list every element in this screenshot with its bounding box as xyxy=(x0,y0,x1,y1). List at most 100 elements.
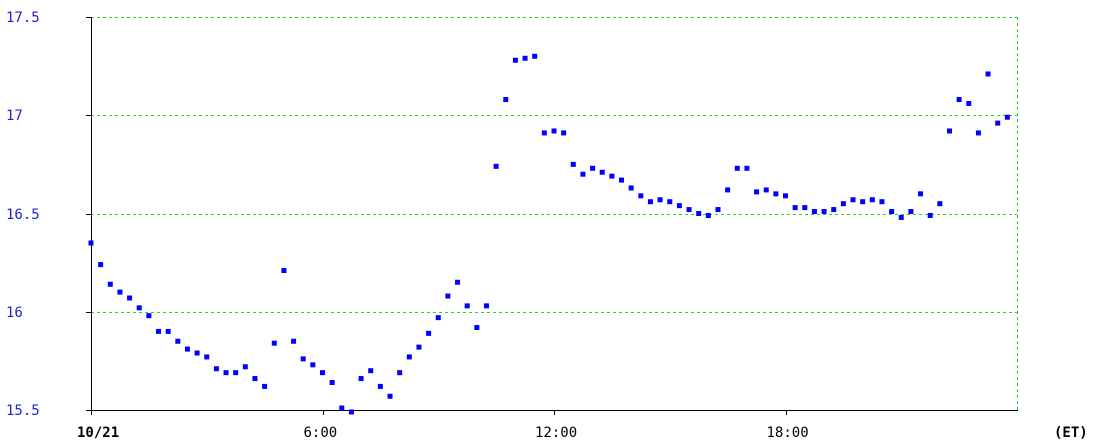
data-point xyxy=(426,330,432,336)
data-point xyxy=(474,324,480,330)
data-point xyxy=(561,130,567,136)
data-point xyxy=(869,197,875,203)
data-point xyxy=(368,368,374,374)
data-point xyxy=(570,161,576,167)
data-point xyxy=(271,340,277,346)
y-tick-label: 15.5 xyxy=(6,403,40,419)
data-point xyxy=(831,207,837,213)
data-point xyxy=(329,379,335,385)
data-point xyxy=(175,338,181,344)
data-point xyxy=(946,128,952,134)
data-point xyxy=(348,409,354,415)
data-point xyxy=(821,209,827,215)
data-point xyxy=(522,55,528,61)
y-tick-label: 16 xyxy=(6,305,23,321)
data-point xyxy=(204,354,210,360)
data-point xyxy=(320,370,325,376)
data-point xyxy=(908,209,914,215)
data-point xyxy=(127,295,133,301)
data-point xyxy=(860,199,866,205)
data-point xyxy=(416,344,422,350)
x-tick-label: 18:00 xyxy=(767,425,809,441)
data-point xyxy=(638,193,644,199)
data-point xyxy=(879,199,885,205)
data-point xyxy=(532,53,538,59)
data-point xyxy=(657,197,663,203)
data-point xyxy=(146,313,152,319)
data-point xyxy=(300,356,306,362)
data-point xyxy=(262,383,268,389)
data-point xyxy=(291,338,297,344)
data-point xyxy=(406,354,412,360)
data-point xyxy=(483,303,489,309)
data-point xyxy=(117,289,123,295)
data-point xyxy=(609,173,615,179)
data-point xyxy=(696,211,702,216)
data-point xyxy=(985,71,991,77)
data-point xyxy=(242,364,248,370)
gridlines xyxy=(91,17,1018,410)
data-point xyxy=(397,370,403,376)
data-point xyxy=(647,199,653,205)
y-tick-labels: 15.5 16 16.5 17 17.5 xyxy=(6,10,40,419)
data-point xyxy=(98,262,104,268)
data-point xyxy=(850,197,856,203)
data-point xyxy=(1004,114,1010,120)
data-point xyxy=(551,128,557,134)
x-tick-label: 12:00 xyxy=(535,425,577,441)
data-point xyxy=(927,212,933,218)
data-point xyxy=(744,165,750,171)
data-point xyxy=(541,130,547,136)
data-point xyxy=(358,376,364,382)
data-point xyxy=(156,328,162,334)
data-point xyxy=(937,201,943,207)
data-point xyxy=(339,405,345,411)
data-point xyxy=(898,214,904,220)
data-point xyxy=(88,240,94,246)
data-point xyxy=(686,207,692,213)
data-point xyxy=(802,205,808,211)
data-point xyxy=(975,130,981,136)
data-point xyxy=(107,281,113,287)
data-point xyxy=(165,328,171,334)
data-point xyxy=(811,209,817,215)
data-point xyxy=(445,293,451,299)
data-point xyxy=(725,187,731,193)
data-point xyxy=(599,169,605,175)
data-point xyxy=(223,370,229,376)
data-point xyxy=(705,212,711,218)
data-point xyxy=(773,191,779,197)
data-point xyxy=(310,362,316,368)
data-point xyxy=(252,376,258,382)
data-point xyxy=(184,346,190,352)
data-point xyxy=(667,199,673,205)
data-point xyxy=(676,203,682,209)
x-tick-label: 10/21 xyxy=(77,425,119,441)
axes xyxy=(86,17,1018,415)
data-point xyxy=(233,370,239,376)
data-point xyxy=(464,303,470,309)
data-point xyxy=(377,383,383,389)
data-point xyxy=(792,205,798,211)
y-tick-label: 16.5 xyxy=(6,207,40,223)
data-point xyxy=(194,350,200,356)
y-tick-label: 17 xyxy=(6,108,23,124)
data-point xyxy=(754,189,760,195)
data-point xyxy=(715,207,721,213)
data-point xyxy=(512,57,518,63)
x-axis-unit-label: (ET) xyxy=(1054,425,1088,441)
data-point xyxy=(503,97,509,103)
y-tick-label: 17.5 xyxy=(6,10,40,26)
data-point xyxy=(956,97,962,103)
data-point xyxy=(995,120,1001,126)
data-point xyxy=(889,209,895,215)
data-point xyxy=(763,187,769,193)
data-point xyxy=(590,165,596,171)
data-point xyxy=(734,165,740,171)
x-tick-labels: 10/21 6:00 12:00 18:00 xyxy=(77,425,809,441)
data-point xyxy=(387,393,393,399)
data-point xyxy=(281,267,287,273)
data-point xyxy=(213,366,219,372)
data-point xyxy=(435,315,441,321)
